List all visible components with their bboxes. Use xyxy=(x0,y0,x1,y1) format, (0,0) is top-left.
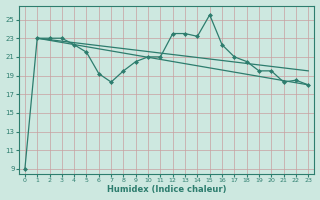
X-axis label: Humidex (Indice chaleur): Humidex (Indice chaleur) xyxy=(107,185,226,194)
